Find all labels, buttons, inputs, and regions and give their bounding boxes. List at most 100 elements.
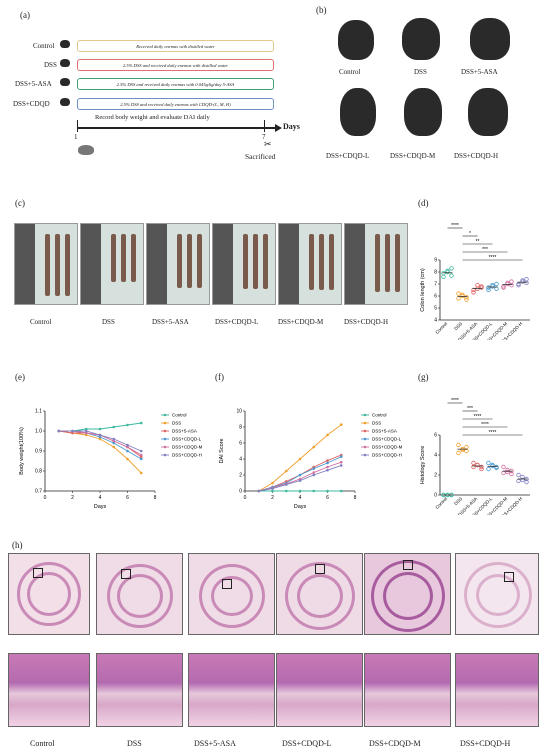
data-point: [112, 437, 116, 441]
data-point: [298, 479, 302, 482]
legend-label: DSS: [372, 421, 381, 426]
colon-photo-cdqd-m: [278, 223, 342, 305]
data-point: [456, 291, 461, 296]
x-tick-label: DSS: [453, 321, 463, 331]
colon-photo-cdqd-l: [212, 223, 276, 305]
significance-label: *: [469, 231, 471, 237]
data-point: [312, 445, 316, 449]
legend-label: DSS+CDQD-M: [172, 445, 203, 450]
significance-label: ***: [467, 406, 473, 412]
data-point: [71, 429, 74, 433]
x-tick-label: 0: [244, 495, 247, 501]
data-point: [516, 478, 521, 484]
data-point: [298, 473, 302, 477]
y-tick-label: 1.0: [35, 429, 42, 435]
data-point: [139, 457, 143, 461]
histology-label-5asa: DSS+5-ASA: [194, 739, 236, 748]
data-point: [471, 464, 476, 470]
significance-label: ****: [481, 422, 489, 428]
panel-label-e: (e): [15, 372, 25, 382]
y-tick-label: 8: [434, 270, 437, 276]
y-axis-label: DAI Score: [219, 438, 225, 463]
colon-photo-control: [14, 223, 78, 305]
data-point: [139, 455, 143, 459]
legend-marker: [363, 413, 367, 417]
mouse-label-cdqd-l: DSS+CDQD-L: [326, 152, 370, 160]
x-tick-label: 6: [326, 495, 329, 501]
treatment-bar-5asa: 2.5% DSS and received daily enemas with …: [77, 78, 274, 90]
mouse-icon: [60, 78, 70, 86]
timeline-tick: [264, 120, 265, 132]
data-point: [475, 462, 480, 468]
data-point: [339, 489, 343, 493]
mouse-icon: [60, 59, 70, 67]
panel-label-c: (c): [15, 198, 25, 208]
data-point: [441, 274, 446, 279]
timeline-tick: [77, 120, 78, 132]
data-point: [112, 439, 116, 443]
mouse-photo-cdqd-l: [340, 88, 376, 136]
data-point: [524, 276, 529, 282]
panel-label-h: (h): [12, 540, 23, 550]
data-point: [505, 469, 510, 475]
histology-overview-cdqd-m: [364, 553, 451, 635]
data-point: [490, 284, 495, 289]
data-point: [126, 443, 129, 447]
mouse-label-control: Control: [339, 68, 361, 76]
y-tick-label: 8: [239, 425, 242, 431]
legend-marker: [363, 453, 367, 457]
data-point: [449, 273, 454, 278]
colon-photo-dss: [80, 223, 144, 305]
data-point: [464, 294, 469, 300]
data-point: [112, 425, 116, 429]
data-point: [84, 433, 88, 437]
data-point: [139, 453, 143, 457]
data-point: [271, 481, 274, 485]
mouse-label-cdqd-h: DSS+CDQD-H: [454, 152, 499, 160]
colon-photo-5asa: [146, 223, 210, 305]
significance-label: ****: [489, 255, 497, 261]
data-point: [441, 270, 446, 276]
histology-label-cdqd-m: DSS+CDQD-M: [369, 739, 421, 748]
colon-photo-cdqd-h: [344, 223, 408, 305]
data-point: [98, 437, 102, 441]
significance-label: ****: [489, 430, 497, 436]
data-point: [84, 429, 88, 433]
data-point: [126, 423, 129, 427]
x-tick-label: 8: [354, 495, 357, 501]
data-point: [479, 466, 484, 472]
data-point: [84, 431, 88, 435]
group-label-5asa: DSS+5-ASA: [15, 80, 52, 88]
y-tick-label: 0.7: [35, 489, 42, 495]
data-point: [126, 449, 129, 453]
data-point: [126, 445, 129, 449]
x-tick-label: 2: [271, 495, 274, 501]
sacrificed-label: Sacrificed: [245, 152, 276, 161]
data-point: [505, 467, 510, 473]
data-point: [486, 466, 491, 472]
histology-zoom-dss: [96, 653, 183, 727]
x-tick-label: 4: [99, 495, 102, 501]
data-point: [471, 290, 476, 295]
day-end-label: 7: [262, 133, 266, 141]
histology-overview-cdqd-h: [455, 553, 539, 635]
histology-zoom-cdqd-m: [364, 653, 451, 727]
data-point: [271, 489, 274, 493]
data-point: [339, 455, 343, 458]
data-point: [298, 489, 302, 493]
treatment-bar-cdqd: 2.5% DSS and received daily enemas with …: [77, 98, 274, 110]
legend-label: DSS+CDQD-H: [372, 453, 402, 458]
colon-label-cdqd-h: DSS+CDQD-H: [344, 318, 389, 326]
data-point: [139, 471, 143, 475]
mouse-photo-control: [338, 20, 374, 60]
data-point: [98, 435, 102, 439]
data-point: [449, 266, 454, 271]
data-point: [312, 489, 316, 493]
data-point: [456, 296, 461, 301]
data-point: [57, 429, 61, 433]
histology-label-control: Control: [30, 739, 55, 748]
data-point: [312, 473, 316, 477]
data-point: [284, 483, 288, 486]
significance-label: **: [476, 239, 480, 245]
